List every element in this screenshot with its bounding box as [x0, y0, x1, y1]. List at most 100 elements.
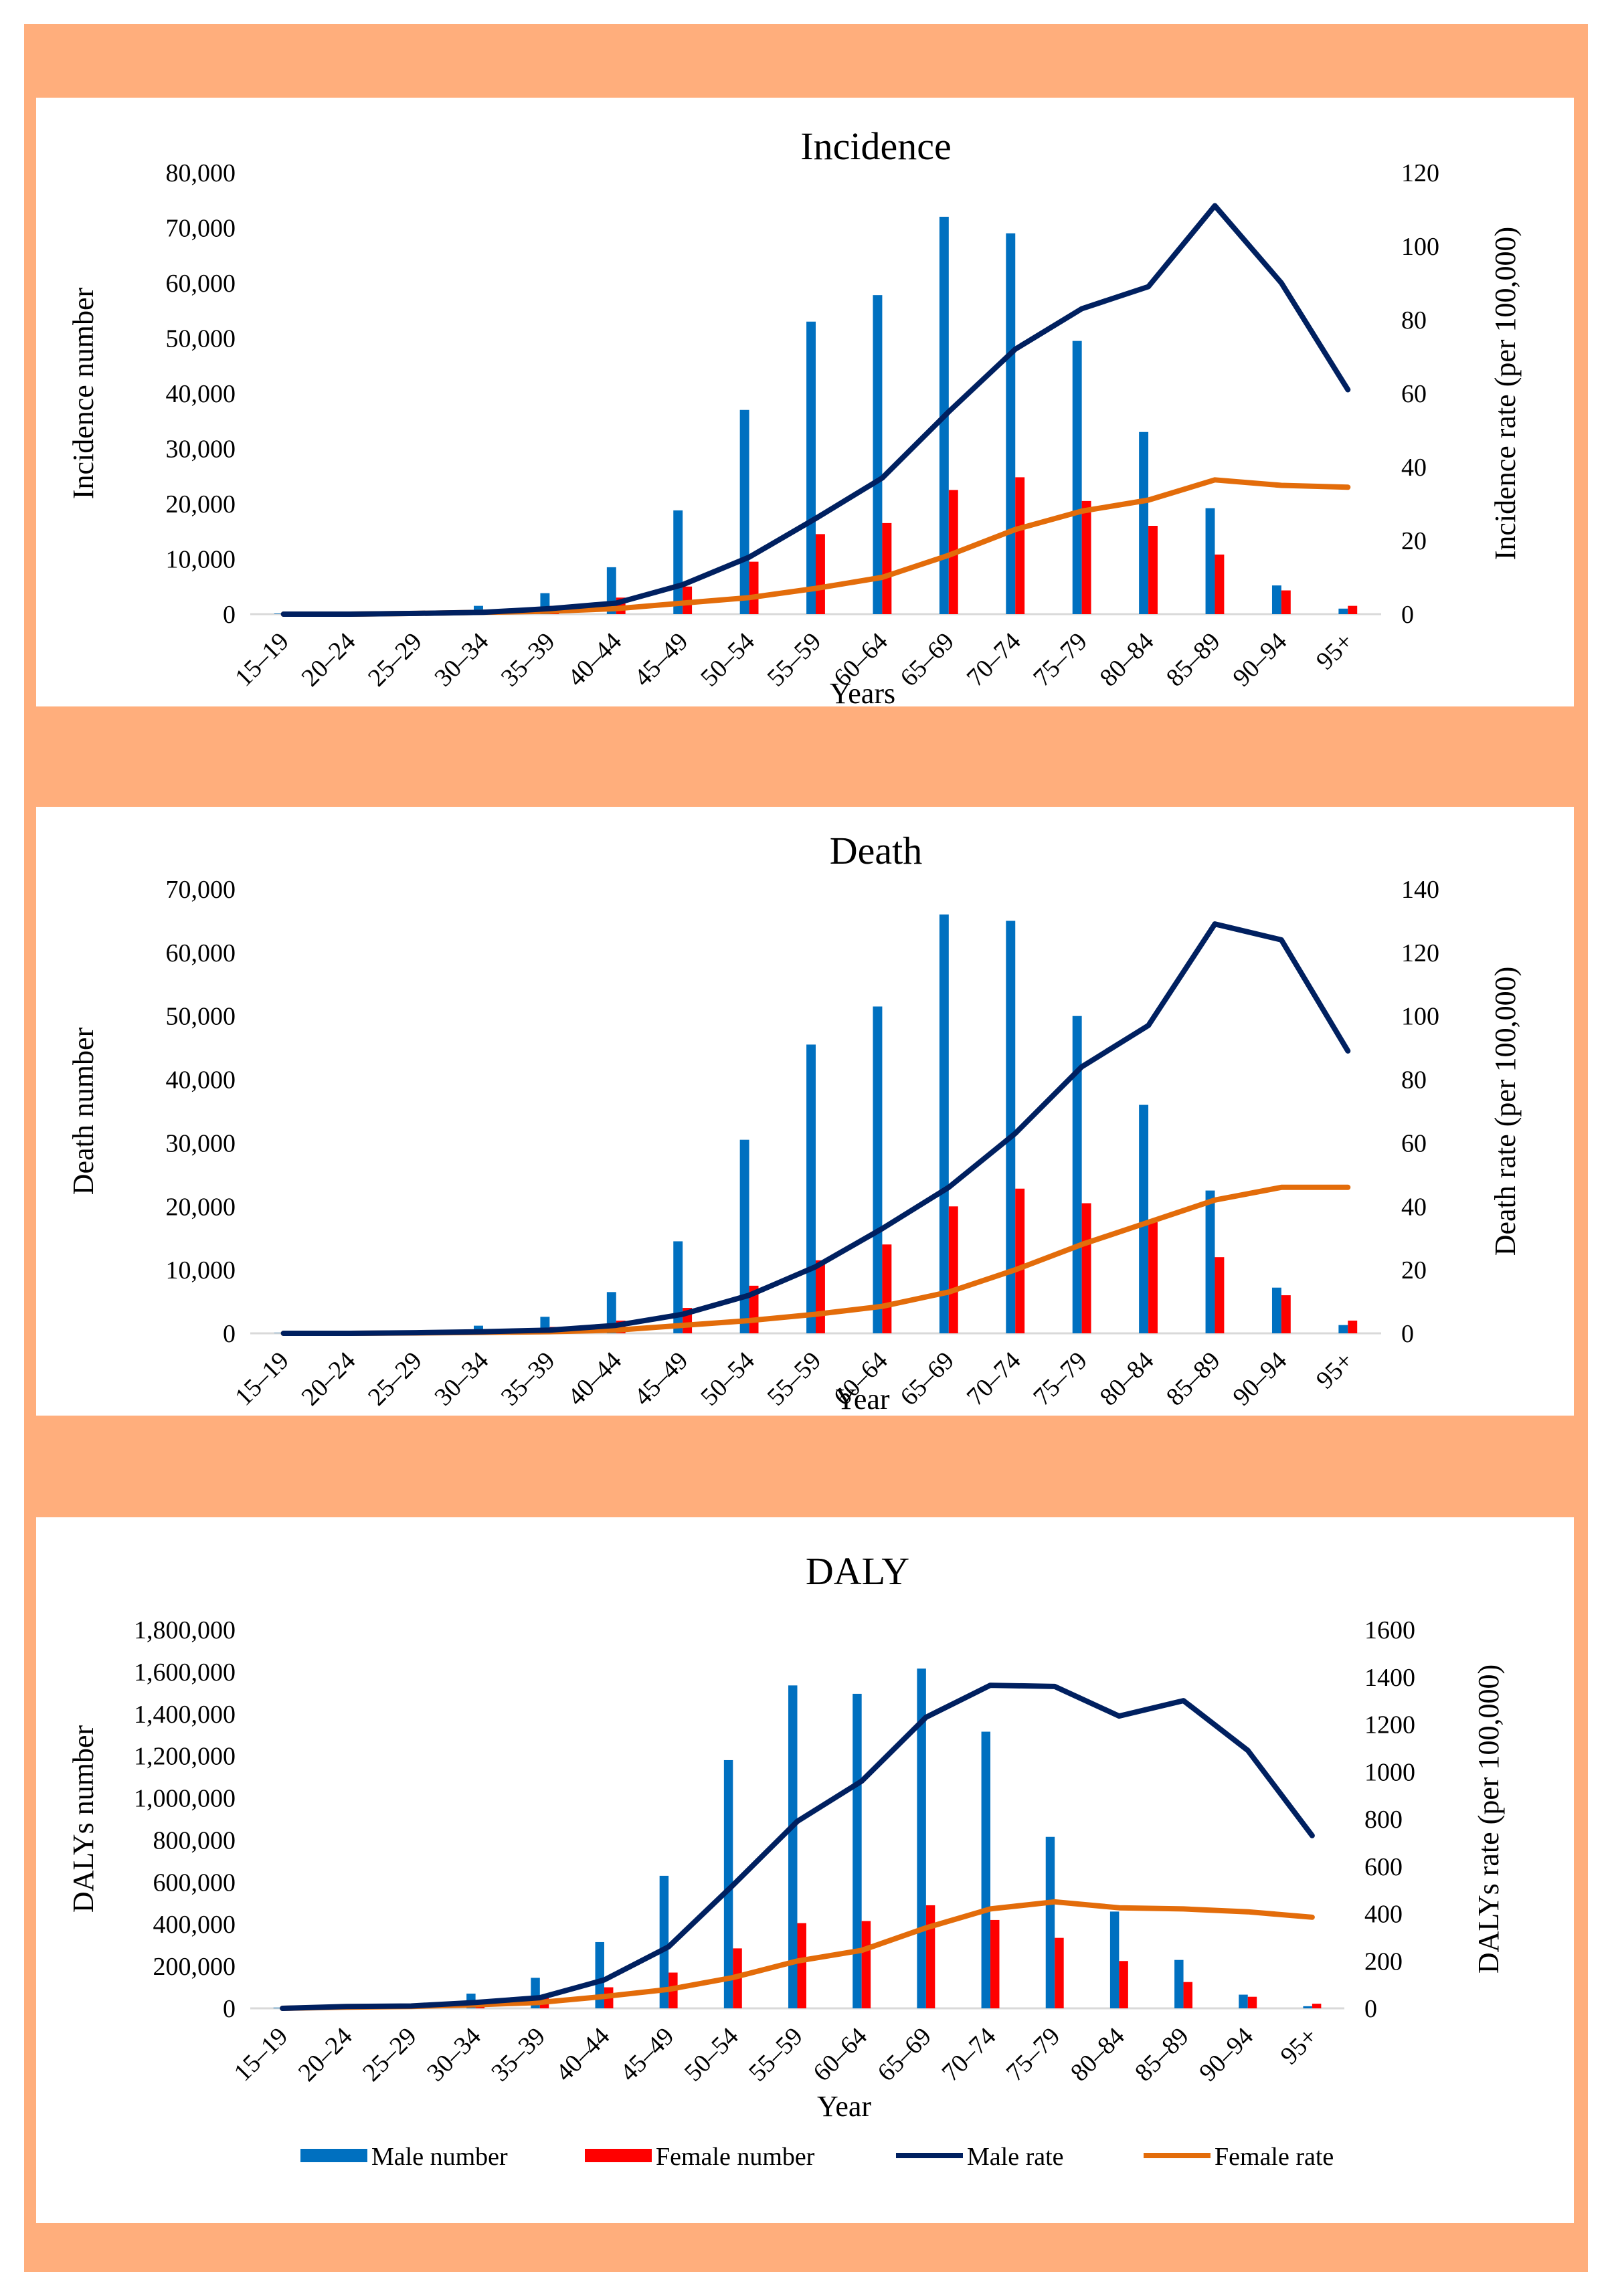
daly-x-tick-label: 60–64: [808, 2022, 873, 2087]
death-x-tick-label: 80–84: [1095, 1347, 1160, 1412]
incidence-y2-tick-label: 40: [1401, 454, 1427, 482]
daly-panel: DALY 0 200,000 400,000 600,000 800,000 1,000,0…: [36, 1517, 1574, 2223]
death-bar-female: [1281, 1295, 1291, 1333]
daly-title: DALY: [806, 1549, 909, 1593]
death-y-tick-label: 60,000: [166, 939, 236, 967]
legend-female-rate-label: Female rate: [1215, 2143, 1334, 2171]
death-y-tick-label: 70,000: [166, 876, 236, 904]
incidence-x-tick-label: 90–94: [1227, 628, 1292, 692]
death-bar-female: [1348, 1321, 1358, 1333]
daly-y2-tick-label: 0: [1364, 1995, 1377, 2023]
death-y2-tick-label: 120: [1401, 939, 1439, 967]
death-bar-female: [816, 1260, 825, 1333]
incidence-bar-female: [1148, 526, 1158, 614]
figure-background: Incidence 0 10,000 20,000 30,000 40,000 50,000…: [24, 24, 1588, 2272]
incidence-y2-tick-label: 100: [1401, 233, 1439, 261]
daly-x-tick-label: 85–89: [1130, 2022, 1194, 2087]
daly-y-tick-label: 400,000: [153, 1911, 236, 1939]
death-bar-male: [1139, 1105, 1149, 1333]
death-y-tick-label: 30,000: [166, 1129, 236, 1157]
daly-bar-male: [723, 1759, 733, 2008]
death-x-tick-label: 40–44: [562, 1347, 627, 1412]
death-y2-tick-label: 20: [1401, 1256, 1427, 1284]
daly-bar-female: [1312, 2004, 1322, 2008]
incidence-x-tick-label: 35–39: [496, 628, 561, 692]
incidence-title: Incidence: [800, 124, 951, 168]
daly-y-tick-label: 800,000: [153, 1826, 236, 1854]
daly-chart: DALY 0 200,000 400,000 600,000 800,000 1,000,0…: [67, 1549, 1505, 2171]
incidence-x-tick-label: 70–74: [962, 628, 1026, 692]
daly-x-tick-label: 20–24: [293, 2022, 358, 2087]
daly-y-tick-label: 1,800,000: [134, 1616, 236, 1644]
death-x-tick-label: 55–59: [762, 1347, 826, 1412]
incidence-bar-male: [1006, 233, 1016, 614]
daly-x-tick-label: 90–94: [1194, 2022, 1259, 2087]
daly-y2-tick-label: 400: [1364, 1901, 1403, 1929]
death-chart: Death 0 10,000 20,000 30,000 40,000 50,000 60,0…: [67, 829, 1522, 1416]
incidence-x-tick-label: 55–59: [762, 628, 826, 692]
incidence-x-tick-label: 75–79: [1028, 628, 1093, 692]
daly-bar-female: [861, 1921, 871, 2008]
daly-y2-tick-label: 800: [1364, 1806, 1403, 1834]
death-x-tick-label: 75–79: [1028, 1347, 1093, 1412]
daly-bar-male: [853, 1693, 862, 2008]
incidence-x-tick-label: 25–29: [363, 628, 428, 692]
death-y-axis-title: Death number: [67, 1027, 100, 1195]
death-male-rate-line: [280, 921, 1351, 1336]
death-y-tick-label: 50,000: [166, 1003, 236, 1031]
death-y-tick-label: 0: [223, 1320, 236, 1348]
death-x-tick-label: 25–29: [363, 1347, 428, 1412]
death-bar-male: [806, 1044, 816, 1333]
daly-y2-tick-label: 1200: [1364, 1711, 1415, 1739]
incidence-x-tick-label: 65–69: [895, 628, 960, 692]
death-bar-female: [1148, 1222, 1158, 1333]
incidence-bar-female: [749, 561, 759, 614]
daly-y-tick-label: 1,400,000: [134, 1701, 236, 1729]
incidence-y2-tick-label: 20: [1401, 527, 1427, 555]
incidence-bar-male: [739, 409, 749, 614]
daly-bar-female: [990, 1919, 1000, 2008]
death-bar-male: [1338, 1325, 1348, 1333]
daly-x-tick-label: 55–59: [743, 2022, 808, 2087]
incidence-y-tick-label: 60,000: [166, 270, 236, 298]
daly-bar-male: [1045, 1836, 1055, 2008]
incidence-x-tick-label: 40–44: [562, 628, 627, 692]
incidence-y-tick-label: 20,000: [166, 490, 236, 518]
death-bar-male: [1006, 921, 1016, 1333]
daly-y2-tick-label: 1400: [1364, 1664, 1415, 1692]
incidence-y-tick-label: 0: [223, 601, 236, 629]
death-bar-male: [1271, 1287, 1281, 1333]
death-bar-male: [873, 1006, 883, 1333]
death-bar-male: [939, 914, 949, 1333]
death-x-tick-label: 35–39: [496, 1347, 561, 1412]
incidence-bar-male: [873, 295, 883, 614]
incidence-y-tick-label: 50,000: [166, 325, 236, 353]
death-bar-male: [1205, 1190, 1215, 1333]
death-y2-tick-label: 60: [1401, 1129, 1427, 1157]
death-bar-female: [1081, 1203, 1091, 1333]
death-y-tick-label: 10,000: [166, 1256, 236, 1284]
daly-x-tick-label: 25–29: [357, 2022, 422, 2087]
daly-y-tick-label: 1,000,000: [134, 1785, 236, 1813]
incidence-y-tick-label: 80,000: [166, 159, 236, 187]
legend-male-rate-label: Male rate: [967, 2143, 1064, 2171]
incidence-bar-male: [673, 510, 683, 614]
daly-bar-female: [1119, 1961, 1128, 2008]
incidence-x-axis-title: Years: [830, 677, 895, 706]
incidence-x-tick-label: 85–89: [1161, 628, 1226, 692]
daly-bar-female: [1247, 1996, 1257, 2008]
incidence-bar-male: [1271, 585, 1281, 614]
death-x-tick-label: 20–24: [296, 1347, 361, 1412]
daly-y2-tick-label: 200: [1364, 1947, 1403, 1976]
incidence-x-tick-label: 45–49: [629, 628, 694, 692]
incidence-x-tick-label: 15–19: [230, 628, 294, 692]
incidence-y-tick-label: 40,000: [166, 380, 236, 408]
death-bar-female: [948, 1206, 958, 1333]
death-y-tick-label: 40,000: [166, 1066, 236, 1094]
death-title: Death: [830, 829, 923, 872]
death-y-tick-label: 20,000: [166, 1193, 236, 1221]
daly-x-tick-label: 70–74: [937, 2022, 1002, 2087]
daly-bar-female: [925, 1905, 935, 2008]
death-bar-male: [1072, 1016, 1082, 1333]
daly-bar-male: [1239, 1994, 1248, 2008]
